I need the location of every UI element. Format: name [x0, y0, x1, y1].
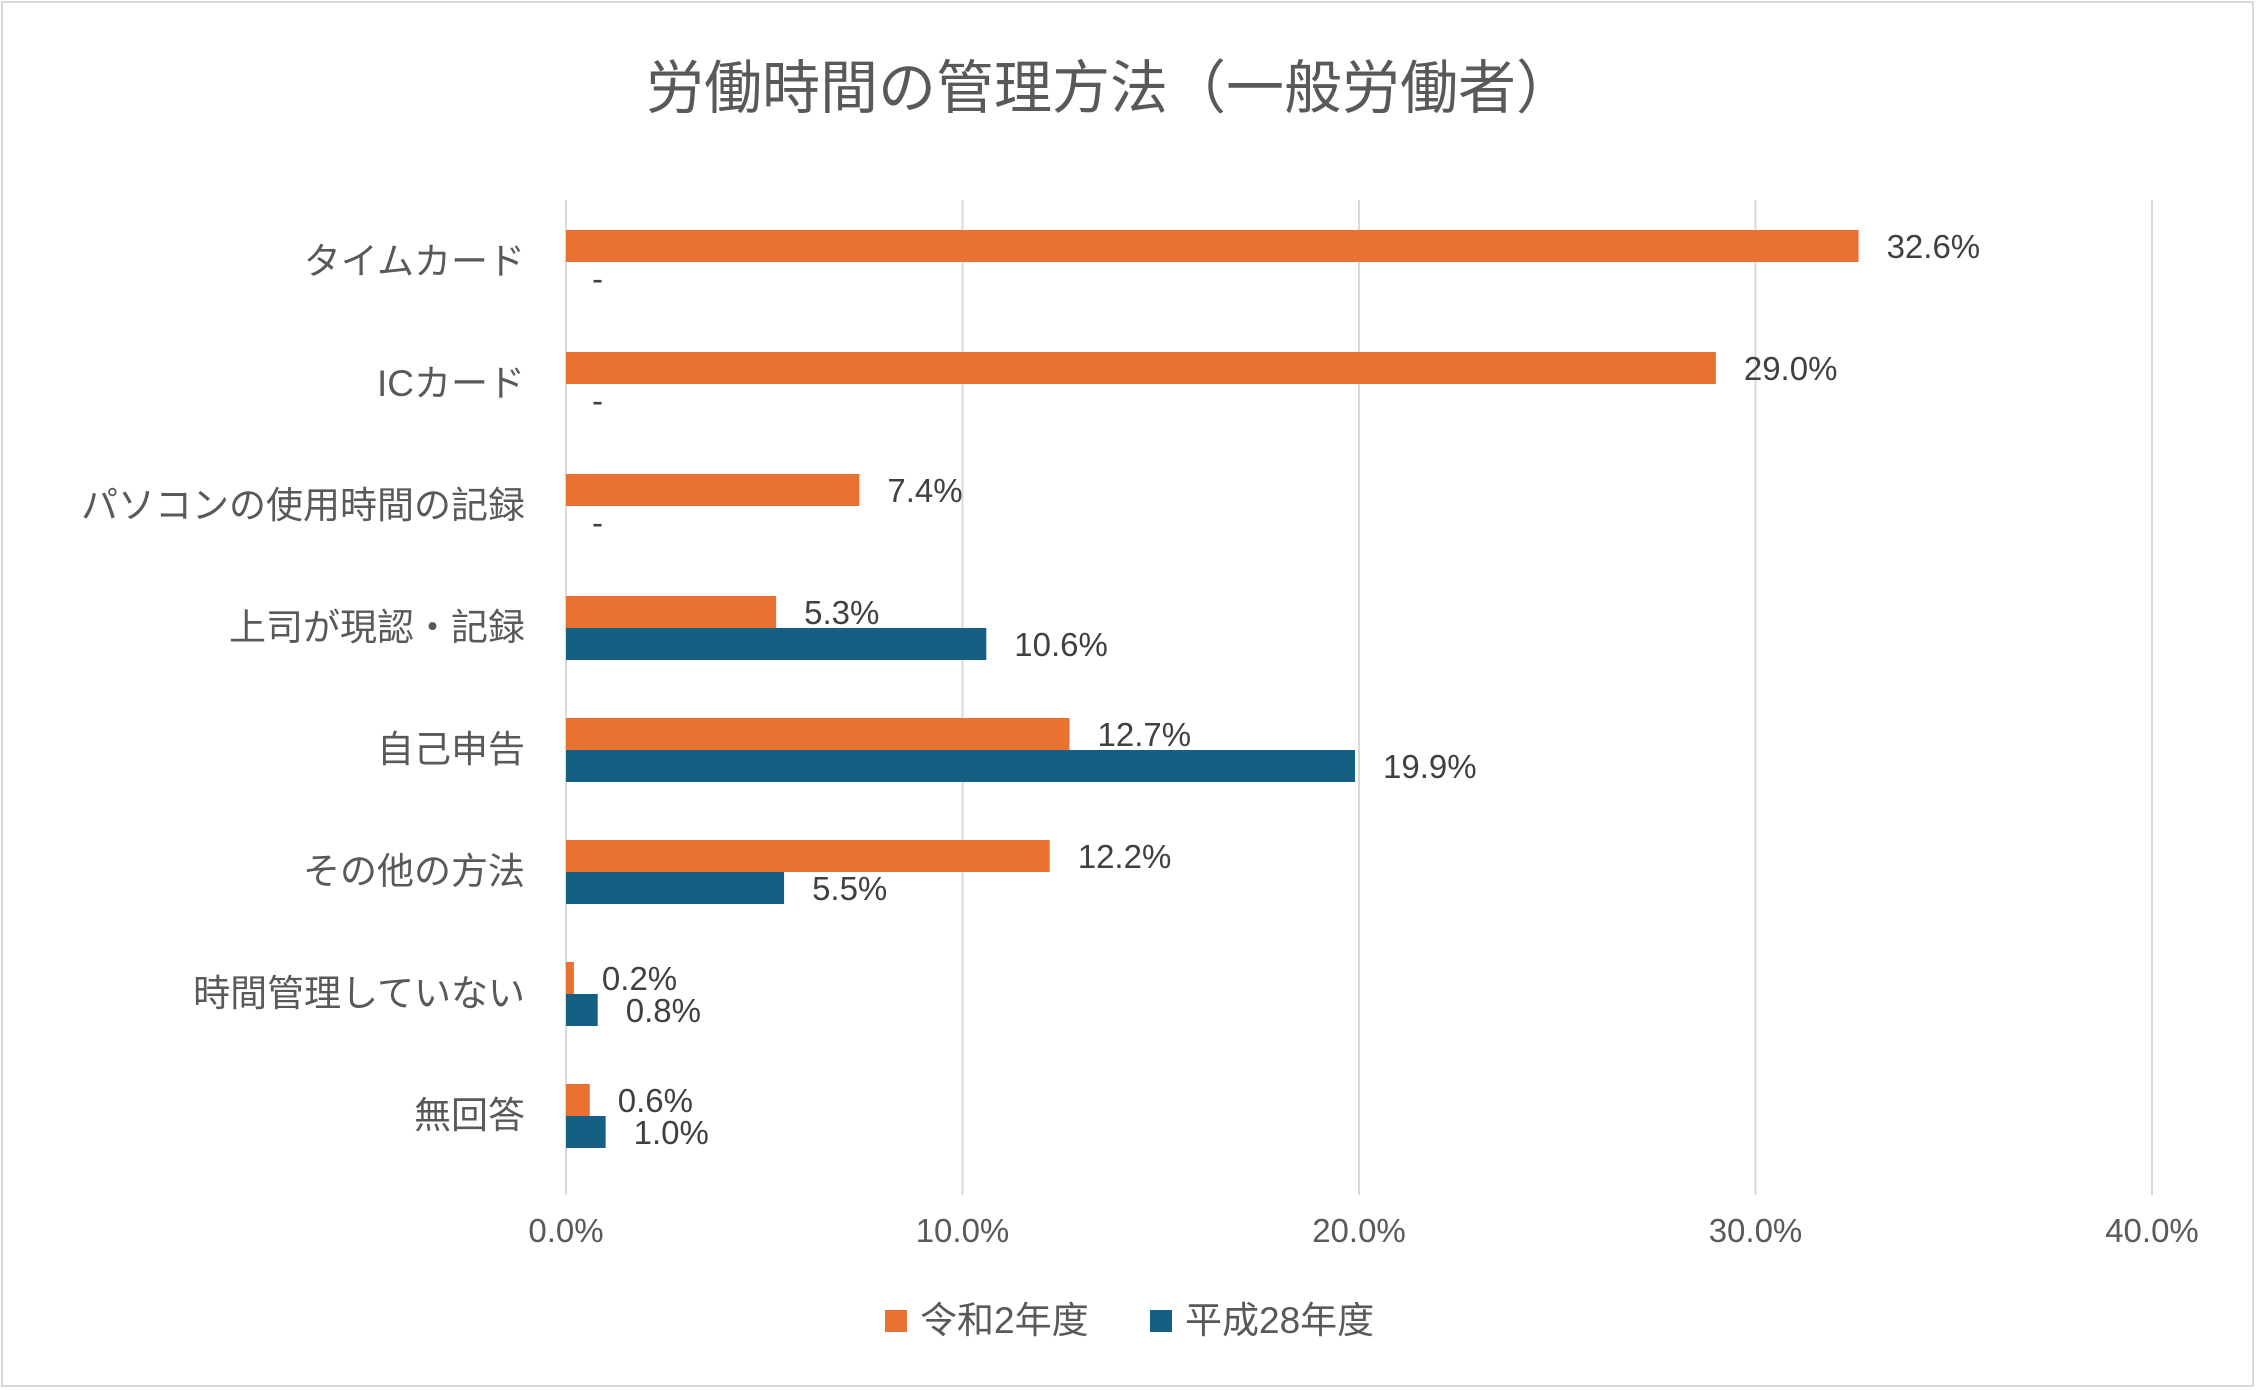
data-label: 12.2% [1078, 838, 1172, 875]
data-label: 7.4% [887, 472, 962, 509]
x-tick-label: 10.0% [916, 1212, 1010, 1249]
bar [566, 596, 777, 628]
bar [566, 230, 1859, 262]
x-tick-label: 30.0% [1709, 1212, 1803, 1249]
data-label: - [592, 382, 603, 419]
x-tick-label: 40.0% [2105, 1212, 2199, 1249]
legend-swatch [885, 1310, 907, 1332]
data-label: 10.6% [1014, 626, 1108, 663]
legend-label: 平成28年度 [1185, 1300, 1374, 1341]
data-label: 32.6% [1887, 228, 1981, 265]
bar [566, 962, 574, 994]
bar [566, 474, 860, 506]
data-label: 0.8% [626, 992, 701, 1029]
bar [566, 352, 1716, 384]
bar [566, 750, 1356, 782]
bar [566, 872, 785, 904]
category-label: パソコンの使用時間の記録 [81, 485, 525, 526]
x-tick-label: 20.0% [1312, 1212, 1406, 1249]
category-label: その他の方法 [303, 851, 525, 892]
data-label: - [592, 260, 603, 297]
bar [566, 718, 1070, 750]
chart-title: 労働時間の管理方法（一般労働者） [646, 56, 1574, 121]
category-label: 上司が現認・記録 [229, 607, 525, 648]
legend-label: 令和2年度 [920, 1300, 1089, 1341]
data-label: 0.2% [602, 960, 677, 997]
bar [566, 840, 1050, 872]
data-label: 19.9% [1383, 748, 1477, 785]
data-label: 12.7% [1098, 716, 1192, 753]
bar [566, 994, 598, 1026]
data-label: - [592, 504, 603, 541]
data-label: 29.0% [1744, 350, 1838, 387]
bar [566, 1116, 606, 1148]
category-label: 時間管理していない [193, 973, 525, 1014]
data-label: 5.3% [804, 594, 879, 631]
category-label: ICカード [377, 363, 525, 404]
category-label: 自己申告 [377, 729, 525, 770]
data-label: 5.5% [812, 870, 887, 907]
data-label: 0.6% [618, 1082, 693, 1119]
legend-swatch [1150, 1310, 1172, 1332]
category-label: 無回答 [414, 1095, 525, 1136]
data-label: 1.0% [634, 1114, 709, 1151]
category-label: タイムカード [304, 241, 525, 282]
bar [566, 1084, 590, 1116]
bar [566, 628, 987, 660]
x-tick-label: 0.0% [528, 1212, 603, 1249]
